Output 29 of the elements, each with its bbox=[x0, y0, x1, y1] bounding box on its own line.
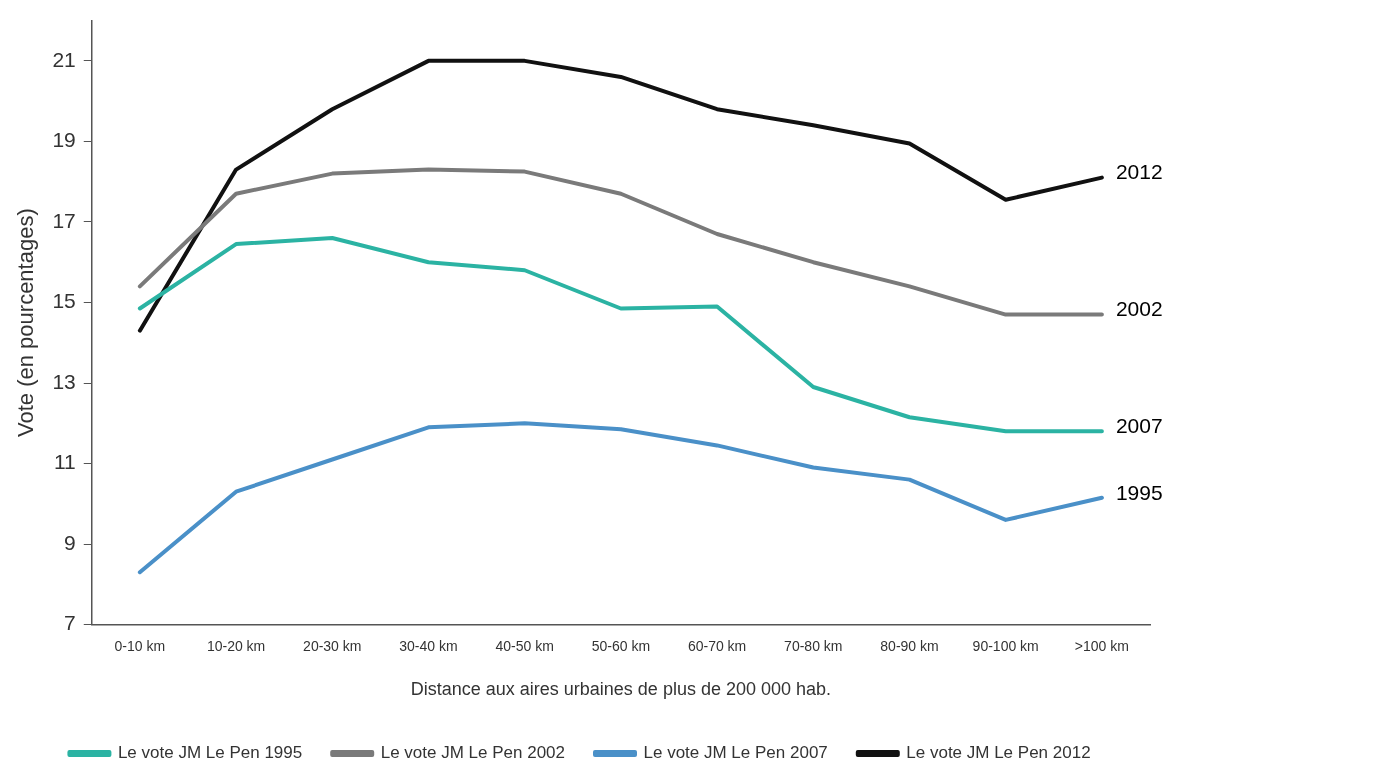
annotation: 2007 bbox=[1115, 414, 1163, 438]
x-tick-label: >100 km bbox=[1074, 637, 1129, 654]
x-axis-title: Distance aux aires urbaines de plus de 200 000 hab. bbox=[410, 679, 832, 700]
annotation: 2002 bbox=[1115, 297, 1163, 321]
x-tick-label: 20-30 km bbox=[303, 637, 362, 654]
y-tick-label: 15 bbox=[52, 289, 76, 313]
x-tick-label: 50-60 km bbox=[591, 637, 651, 654]
y-tick-label: 7 bbox=[64, 611, 76, 635]
legend-label: Le vote JM Le Pen 1995 bbox=[117, 743, 303, 763]
legend-label: Le vote JM Le Pen 2012 bbox=[906, 743, 1091, 763]
x-tick-label: 10-20 km bbox=[206, 637, 266, 654]
y-axis-title: Vote (en pourcentages) bbox=[13, 208, 39, 437]
x-tick-label: 90-100 km bbox=[972, 637, 1039, 654]
y-tick-label: 21 bbox=[52, 47, 76, 71]
y-tick-label: 13 bbox=[52, 369, 76, 393]
y-tick-label: 9 bbox=[64, 530, 76, 554]
x-tick-label: 30-40 km bbox=[399, 637, 458, 654]
legend-label: Le vote JM Le Pen 2002 bbox=[380, 743, 565, 763]
annotation: 2012 bbox=[1115, 160, 1163, 184]
x-tick-label: 70-80 km bbox=[784, 637, 843, 654]
y-tick-label: 11 bbox=[53, 450, 76, 474]
x-tick-label: 60-70 km bbox=[687, 637, 747, 654]
y-tick-label: 19 bbox=[52, 128, 76, 152]
legend-label: Le vote JM Le Pen 2007 bbox=[643, 743, 828, 763]
x-tick-label: 80-90 km bbox=[880, 637, 939, 654]
y-tick-label: 17 bbox=[52, 208, 76, 232]
annotation: 1995 bbox=[1115, 480, 1163, 504]
x-tick-label: 0-10 km bbox=[114, 637, 166, 654]
x-tick-label: 40-50 km bbox=[495, 637, 554, 654]
